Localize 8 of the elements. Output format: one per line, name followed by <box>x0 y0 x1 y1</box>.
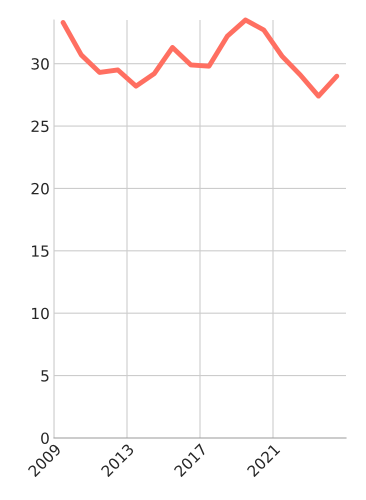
y-tick-label: 5 <box>41 370 48 382</box>
y-tick-label: 25 <box>32 120 48 132</box>
y-tick-label: 30 <box>32 58 49 70</box>
y-tick-label: 20 <box>32 182 49 194</box>
y-tick-label: 15 <box>32 246 48 257</box>
y-tick-label: 0 <box>41 432 49 444</box>
y-tick-label: 10 <box>32 308 49 320</box>
line-series <box>60 18 340 99</box>
